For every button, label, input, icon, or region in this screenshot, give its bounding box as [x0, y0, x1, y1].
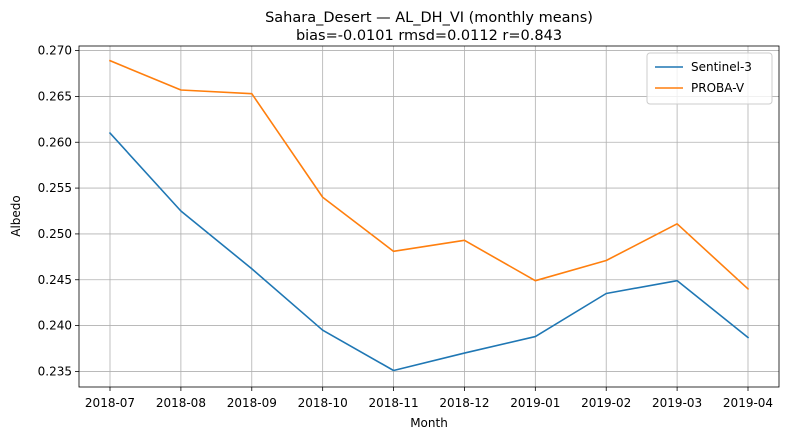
axis-ticks: 2018-07 2018-08 2018-09 2018-10 2018-11 2018-…: [38, 44, 773, 410]
plot-frame: [78, 45, 780, 388]
legend-label-sentinel-3: Sentinel-3: [691, 60, 752, 74]
y-tick-label: 0.255: [38, 181, 72, 195]
legend-label-proba-v: PROBA-V: [691, 81, 745, 95]
y-axis-label: Albedo: [9, 195, 23, 237]
y-tick-label: 0.240: [38, 319, 72, 333]
x-tick-label: 2019-04: [723, 396, 773, 410]
x-tick-label: 2019-02: [581, 396, 631, 410]
series-line-sentinel-3: [108, 131, 750, 372]
series-line-proba-v: [108, 59, 750, 291]
x-tick-label: 2018-11: [368, 396, 418, 410]
x-tick-label: 2019-01: [510, 396, 560, 410]
legend: Sentinel-3 PROBA-V: [646, 52, 773, 105]
x-axis-label: Month: [410, 416, 448, 430]
y-tick-label: 0.250: [38, 227, 72, 241]
x-tick-label: 2018-07: [85, 396, 135, 410]
x-tick-label: 2019-03: [652, 396, 702, 410]
series-lines: [108, 59, 750, 372]
grid-lines: [79, 46, 779, 387]
chart-subtitle: bias=-0.0101 rmsd=0.0112 r=0.843: [296, 28, 562, 44]
y-tick-label: 0.245: [38, 273, 72, 287]
x-tick-label: 2018-09: [227, 396, 277, 410]
y-tick-label: 0.270: [38, 44, 72, 58]
x-tick-label: 2018-08: [156, 396, 206, 410]
y-tick-label: 0.260: [38, 135, 72, 149]
legend-box: [646, 52, 773, 105]
chart-title: Sahara_Desert — AL_DH_VI (monthly means): [265, 10, 593, 26]
y-tick-label: 0.265: [38, 89, 72, 103]
x-tick-label: 2018-12: [439, 396, 489, 410]
x-tick-label: 2018-10: [298, 396, 348, 410]
y-tick-label: 0.235: [38, 364, 72, 378]
